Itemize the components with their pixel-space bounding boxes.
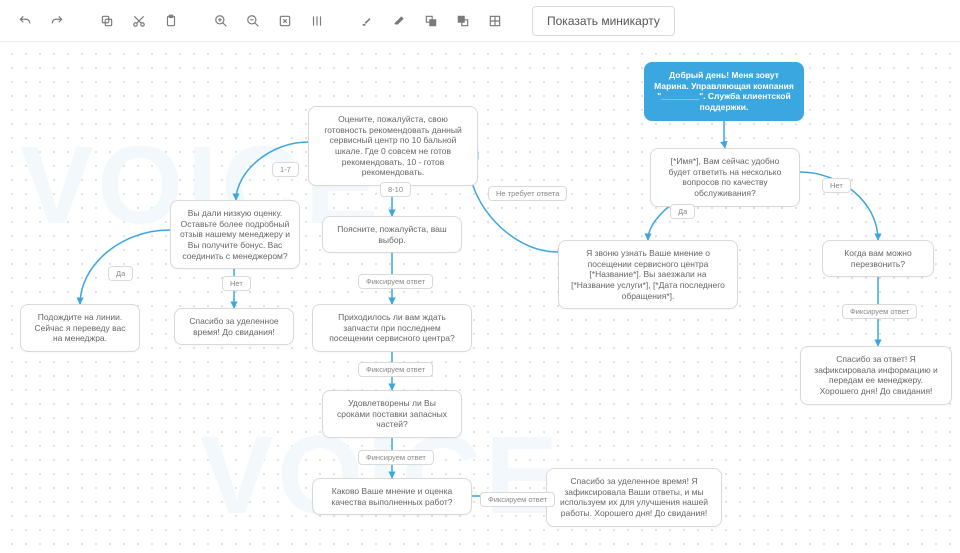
flow-node[interactable]: Спасибо за уделенное время! До свидания! <box>174 308 294 345</box>
zoom-out-icon[interactable] <box>240 8 266 34</box>
flow-node[interactable]: Добрый день! Меня зовут Марина. Управляю… <box>644 62 804 121</box>
cut-icon[interactable] <box>126 8 152 34</box>
redo-icon[interactable] <box>44 8 70 34</box>
zoom-in-icon[interactable] <box>208 8 234 34</box>
edge-label: Фиксируем ответ <box>842 304 917 319</box>
copy-icon[interactable] <box>94 8 120 34</box>
flow-node[interactable]: Поясните, пожалуйста, ваш выбор. <box>322 216 462 253</box>
flow-node[interactable]: Каково Ваше мнение и оценка качества вып… <box>312 478 472 515</box>
edge-label: 1-7 <box>272 162 299 177</box>
paste-icon[interactable] <box>158 8 184 34</box>
align-icon[interactable] <box>304 8 330 34</box>
edge-label: Фиксируем ответ <box>480 492 555 507</box>
flow-node[interactable]: Вы дали низкую оценку. Оставьте более по… <box>170 200 300 269</box>
canvas[interactable]: VOICE VOICE Добрый день! Меня зовут Мари… <box>0 42 960 553</box>
grid-icon[interactable] <box>482 8 508 34</box>
edge-label: Нет <box>822 178 851 193</box>
show-minimap-button[interactable]: Показать миникарту <box>532 6 675 36</box>
flow-node[interactable]: Удовлетворены ли Вы сроками поставки зап… <box>322 390 462 438</box>
front-icon[interactable] <box>418 8 444 34</box>
flow-node[interactable]: Когда вам можно перезвонить? <box>822 240 934 277</box>
edge-label: Финсируем ответ <box>358 450 434 465</box>
edge-label: Да <box>670 204 695 219</box>
edge-label: Не требует ответа <box>488 186 567 201</box>
flow-node[interactable]: Подождите на линии. Сейчас я переведу ва… <box>20 304 140 352</box>
flow-node[interactable]: Оцените, пожалуйста, свою готовность рек… <box>308 106 478 186</box>
flow-node[interactable]: Спасибо за ответ! Я зафиксировала информ… <box>800 346 952 405</box>
fit-icon[interactable] <box>272 8 298 34</box>
edge-label: Фиксируем ответ <box>358 362 433 377</box>
back-icon[interactable] <box>450 8 476 34</box>
flow-node[interactable]: [*Имя*], Вам сейчас удобно будет ответит… <box>650 148 800 207</box>
flow-node[interactable]: Приходилось ли вам ждать запчасти при по… <box>312 304 472 352</box>
toolbar: Показать миникарту <box>0 0 960 42</box>
brush-icon[interactable] <box>354 8 380 34</box>
edge-label: Да <box>108 266 133 281</box>
edges-layer <box>0 42 960 553</box>
eraser-icon[interactable] <box>386 8 412 34</box>
undo-icon[interactable] <box>12 8 38 34</box>
edge-label: Нет <box>222 276 251 291</box>
flow-node[interactable]: Я звоню узнать Ваше мнение о посещении с… <box>558 240 738 309</box>
edge-label: Фиксируем ответ <box>358 274 433 289</box>
edge-label: 8-10 <box>380 182 411 197</box>
flow-node[interactable]: Спасибо за уделенное время! Я зафиксиров… <box>546 468 722 527</box>
